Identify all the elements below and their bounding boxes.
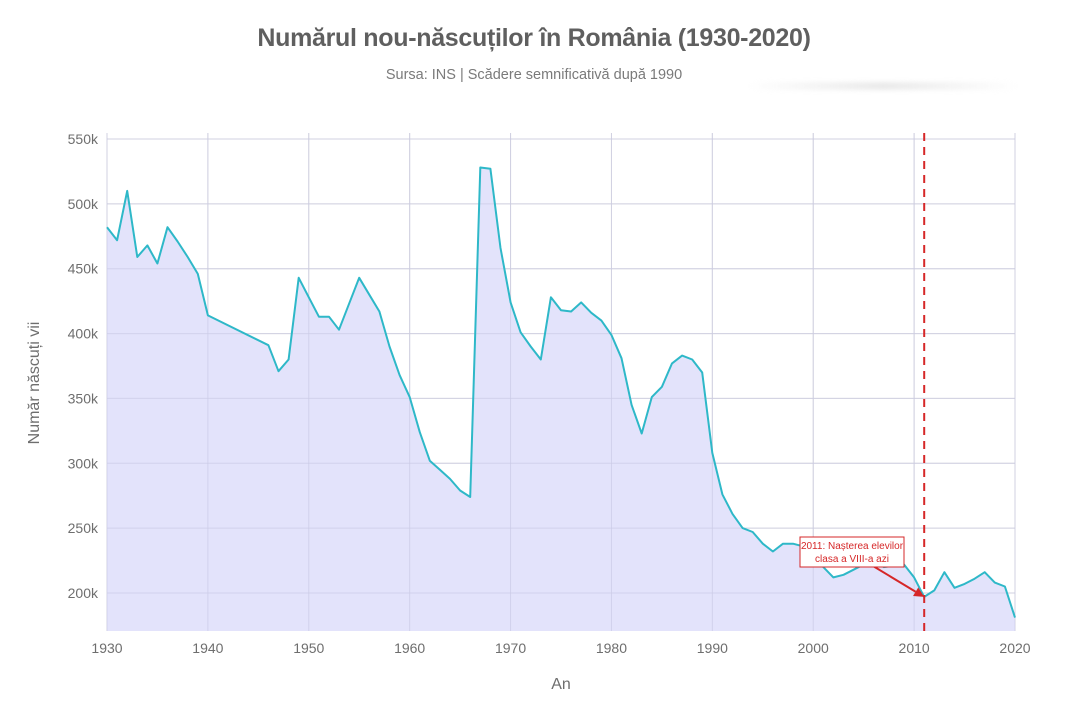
- annotation-box: [799, 536, 905, 568]
- y-axis-ticks: 200k 250k 300k 350k 400k 450k 500k 550k: [68, 131, 99, 601]
- x-tick-label: 1950: [293, 640, 324, 656]
- y-tick-label: 250k: [68, 520, 99, 536]
- annotation-text-line2: clasa a VIII-a azi: [815, 554, 889, 565]
- y-axis-title: Număr născuți vii: [26, 322, 43, 445]
- x-tick-label: 1990: [697, 640, 728, 656]
- x-axis-ticks: 1930 1940 1950 1960 1970 1980 1990 2000 2010 2020: [91, 640, 1030, 656]
- x-tick-label: 2010: [899, 640, 930, 656]
- modebar-shadow: [748, 82, 1018, 90]
- arrow-head-icon: [913, 587, 925, 597]
- annotation-text-line1: 2011: Nașterea elevilor: [801, 541, 904, 552]
- chart-title: Numărul nou-născuților în România (1930-…: [257, 24, 811, 52]
- y-tick-label: 500k: [68, 196, 99, 212]
- x-tick-label: 1940: [192, 640, 223, 656]
- x-tick-label: 1980: [596, 640, 627, 656]
- grid-lines-overlay: [106, 133, 1016, 631]
- y-tick-label: 400k: [68, 326, 99, 342]
- x-tick-label: 1930: [91, 640, 122, 656]
- area-fill: [107, 167, 1015, 631]
- x-tick-label: 1960: [394, 640, 425, 656]
- x-tick-label: 2020: [999, 640, 1030, 656]
- x-axis-title: An: [551, 676, 571, 693]
- y-tick-label: 450k: [68, 261, 99, 277]
- y-tick-label: 550k: [68, 131, 99, 147]
- x-tick-label: 2000: [798, 640, 829, 656]
- y-tick-label: 300k: [68, 455, 99, 471]
- annotation-2011: 2011: Nașterea elevilor clasa a VIII-a a…: [799, 536, 925, 597]
- x-tick-label: 1970: [495, 640, 526, 656]
- chart-subtitle: Sursa: INS | Scădere semnificativă după …: [385, 67, 683, 83]
- y-tick-label: 200k: [68, 585, 99, 601]
- annotation-arrow: [872, 565, 917, 593]
- y-tick-label: 350k: [68, 390, 99, 406]
